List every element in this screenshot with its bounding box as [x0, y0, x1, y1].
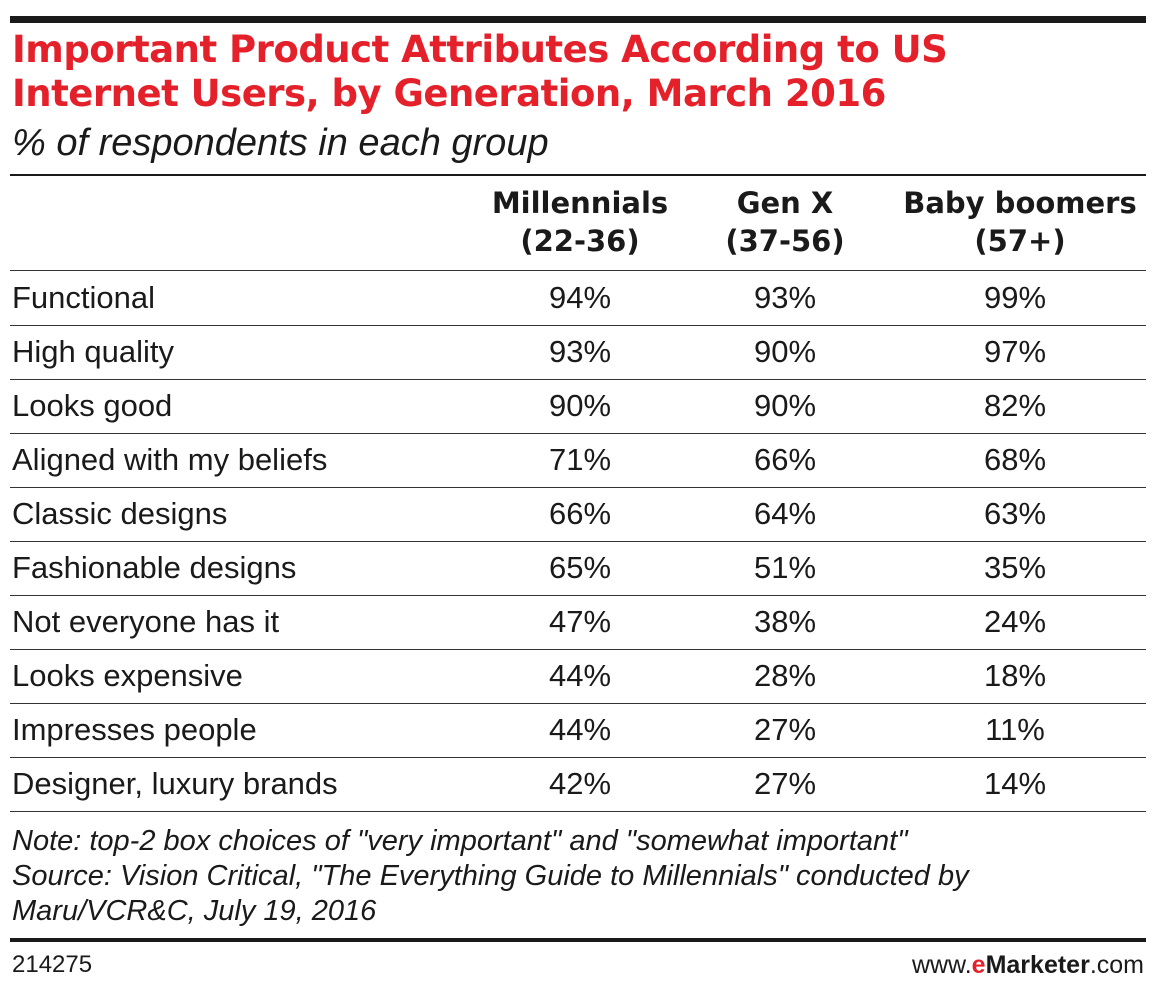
table-row: Looks good 90% 90% 82%	[10, 379, 1146, 433]
note-line: Note: top-2 box choices of "very importa…	[12, 825, 908, 857]
value-cell: 44%	[548, 712, 612, 747]
source-line: Source: Vision Critical, "The Everything…	[12, 860, 969, 892]
table-row: Fashionable designs 65% 51% 35%	[10, 541, 1146, 595]
row-divider	[10, 811, 1146, 812]
value-cell: 38%	[753, 604, 817, 639]
value-cell: 27%	[753, 712, 817, 747]
chart-title: Important Product Attributes According t…	[12, 28, 1142, 116]
value-cell: 66%	[753, 442, 817, 477]
value-cell: 90%	[548, 388, 612, 423]
row-label: Designer, luxury brands	[12, 766, 338, 801]
column-header-name: Gen X	[736, 186, 834, 220]
value-cell: 44%	[548, 658, 612, 693]
row-divider	[10, 757, 1146, 758]
value-cell: 63%	[983, 496, 1047, 531]
table-row: Looks expensive 44% 28% 18%	[10, 649, 1146, 703]
row-label: Not everyone has it	[12, 604, 280, 639]
value-cell: 93%	[753, 280, 817, 315]
column-header-gen-x: Gen X (37-56)	[700, 184, 870, 260]
chart-title-line-2: Internet Users, by Generation, March 201…	[12, 72, 886, 115]
chart-subtitle: % of respondents in each group	[12, 122, 549, 164]
table-row: Classic designs 66% 64% 63%	[10, 487, 1146, 541]
brand-e: e	[971, 951, 986, 979]
column-header-millennials: Millennials (22-36)	[470, 184, 690, 260]
table-header-row: Millennials (22-36) Gen X (37-56) Baby b…	[10, 176, 1146, 270]
column-header-range: (22-36)	[520, 224, 640, 258]
value-cell: 11%	[985, 712, 1045, 747]
source-line-continued: Maru/VCR&C, July 19, 2016	[12, 895, 377, 927]
value-cell: 97%	[983, 334, 1047, 369]
row-label: Looks good	[12, 388, 173, 423]
value-cell: 90%	[753, 334, 817, 369]
column-header-range: (37-56)	[725, 224, 845, 258]
chart-note: Note: top-2 box choices of "very importa…	[12, 824, 1142, 929]
table-row: High quality 93% 90% 97%	[10, 325, 1146, 379]
value-cell: 71%	[548, 442, 612, 477]
brand-prefix: www.	[911, 951, 972, 979]
row-label: Aligned with my beliefs	[12, 442, 328, 477]
value-cell: 28%	[753, 658, 817, 693]
row-divider	[10, 487, 1146, 488]
value-cell: 14%	[983, 766, 1047, 801]
value-cell: 90%	[753, 388, 817, 423]
value-cell: 51%	[753, 550, 817, 585]
table-row: Impresses people 44% 27% 11%	[10, 703, 1146, 757]
row-divider	[10, 433, 1146, 434]
header-top-rule	[10, 174, 1146, 176]
row-divider	[10, 649, 1146, 650]
chart-id: 214275	[12, 951, 93, 978]
value-cell: 35%	[983, 550, 1047, 585]
top-rule	[10, 16, 1146, 23]
column-header-range: (57+)	[974, 224, 1066, 258]
row-divider	[10, 541, 1146, 542]
value-cell: 93%	[548, 334, 612, 369]
value-cell: 66%	[548, 496, 612, 531]
brand-suffix: .com	[1089, 951, 1144, 979]
brand-url[interactable]: www.eMarketer.com	[912, 950, 1144, 980]
row-label: Impresses people	[12, 712, 257, 747]
table-row: Functional 94% 93% 99%	[10, 271, 1146, 325]
table-row: Not everyone has it 47% 38% 24%	[10, 595, 1146, 649]
table-row: Designer, luxury brands 42% 27% 14%	[10, 757, 1146, 811]
row-divider	[10, 379, 1146, 380]
row-divider	[10, 325, 1146, 326]
row-label: Fashionable designs	[12, 550, 297, 585]
value-cell: 65%	[548, 550, 612, 585]
table-row: Aligned with my beliefs 71% 66% 68%	[10, 433, 1146, 487]
value-cell: 99%	[983, 280, 1047, 315]
column-header-name: Baby boomers	[903, 186, 1137, 220]
value-cell: 27%	[753, 766, 817, 801]
row-label: Looks expensive	[12, 658, 243, 693]
row-label: Functional	[12, 280, 156, 315]
row-label: High quality	[12, 334, 174, 369]
value-cell: 64%	[753, 496, 817, 531]
value-cell: 68%	[983, 442, 1047, 477]
value-cell: 24%	[983, 604, 1047, 639]
value-cell: 42%	[548, 766, 612, 801]
row-divider	[10, 270, 1146, 271]
brand-name: Marketer	[985, 951, 1090, 979]
chart-title-line-1: Important Product Attributes According t…	[12, 28, 948, 71]
column-header-baby-boomers: Baby boomers (57+)	[890, 184, 1150, 260]
value-cell: 47%	[548, 604, 612, 639]
bottom-rule	[10, 938, 1146, 942]
value-cell: 18%	[983, 658, 1047, 693]
row-divider	[10, 703, 1146, 704]
row-label: Classic designs	[12, 496, 228, 531]
value-cell: 94%	[548, 280, 612, 315]
value-cell: 82%	[983, 388, 1047, 423]
column-header-name: Millennials	[491, 186, 669, 220]
row-divider	[10, 595, 1146, 596]
